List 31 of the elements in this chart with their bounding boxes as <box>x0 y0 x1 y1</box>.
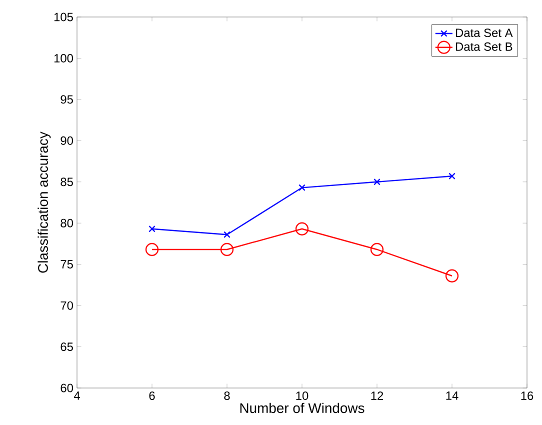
point <box>298 184 306 192</box>
x-tick-label: 8 <box>224 392 230 400</box>
point <box>370 242 384 256</box>
y-tick-label: 85 <box>60 178 73 186</box>
y-tick-label: 105 <box>54 12 73 22</box>
y-tick-label: 80 <box>60 218 74 228</box>
y-tick-label: 65 <box>60 342 73 351</box>
y-tick-label: 95 <box>60 95 73 104</box>
point <box>220 242 234 256</box>
y-tick-label: 75 <box>60 260 73 268</box>
x-tick-label: 14 <box>446 392 458 400</box>
x-tick-label: 10 <box>296 392 308 400</box>
point <box>148 225 156 232</box>
y-tick-label: 90 <box>60 136 74 145</box>
point <box>145 242 159 256</box>
y-tick-label: 60 <box>60 384 74 392</box>
x-tick-label: 6 <box>149 392 155 400</box>
x-tick-label: 16 <box>521 392 534 400</box>
legend-label: Data Set B <box>456 42 512 51</box>
point <box>445 269 459 282</box>
y-axis-title: Classification accuracy <box>38 132 51 273</box>
point <box>448 172 456 180</box>
point <box>295 222 309 236</box>
y-tick-label: 70 <box>60 301 74 310</box>
x-tick-label: 4 <box>74 392 80 400</box>
x-tick-label: 12 <box>371 392 384 400</box>
legend-label: Data Set A <box>456 28 513 38</box>
point <box>374 178 380 186</box>
point <box>224 231 230 238</box>
x-axis-title: Number of Windows <box>240 402 364 414</box>
y-tick-label: 100 <box>54 54 74 62</box>
